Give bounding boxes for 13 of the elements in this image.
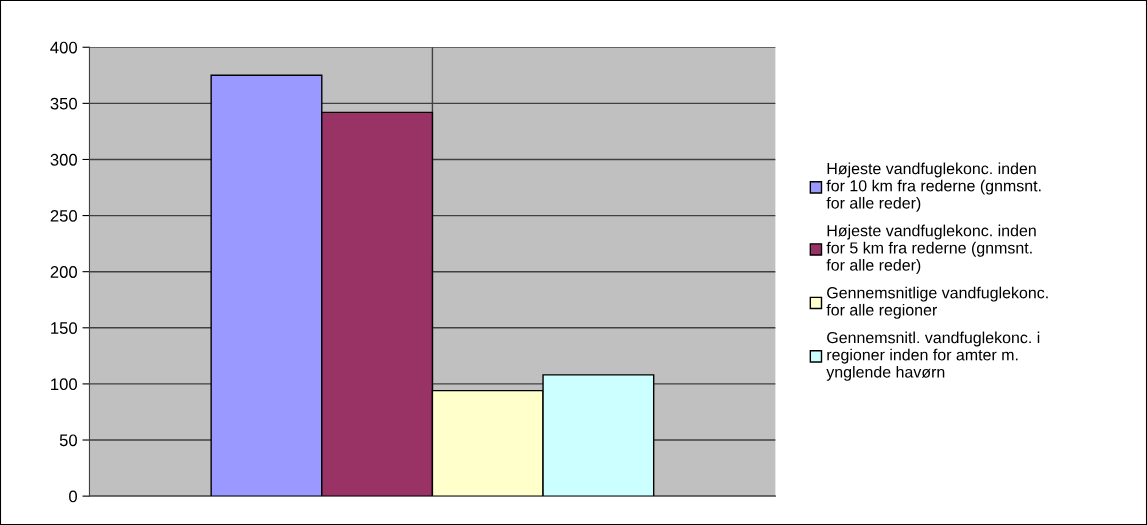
y-tick-label: 0	[69, 490, 78, 503]
legend-label: Gennemsnitl. vandfuglekonc. i regioner inden for amter m. ynglende havørn	[826, 331, 1040, 381]
y-tick-label: 200	[50, 266, 78, 278]
y-tick-label: 300	[50, 153, 78, 166]
legend-label: Højeste vandfuglekonc. inden for 5 km fra rederne (gnmsnt. for alle reder)	[826, 224, 1036, 274]
y-tick-label: 150	[51, 322, 78, 334]
legend-label: Gennemsnitlige vandfuglekonc. for alle regioner	[826, 286, 1048, 319]
y-tick-label: 400	[50, 41, 78, 54]
y-tick-label: 250	[50, 209, 78, 222]
y-tick-label: 50	[59, 434, 78, 447]
y-tick-label: 350	[50, 97, 78, 110]
legend-label: Højeste vandfuglekonc. inden for 10 km fra rederne (gnmsnt. for alle reder)	[826, 162, 1041, 212]
y-tick-label: 100	[51, 378, 78, 391]
